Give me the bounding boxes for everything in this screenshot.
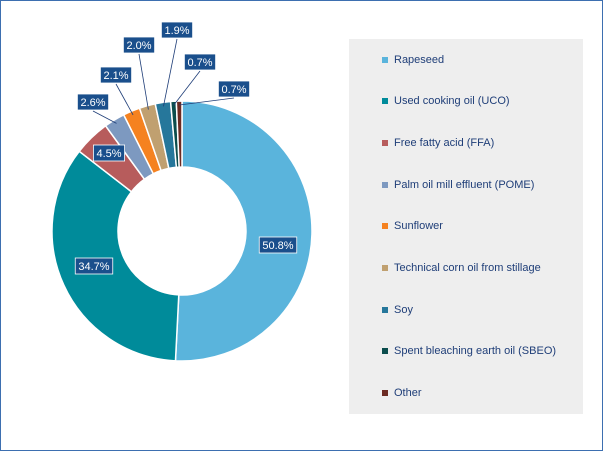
legend-label: Sunflower — [394, 220, 443, 232]
data-label-ffa: 4.5% — [93, 144, 126, 162]
data-label-text: 1.9% — [164, 25, 189, 37]
leader-lines-layer — [92, 38, 235, 124]
legend-item-sunflower[interactable]: Sunflower — [382, 218, 443, 234]
slice-other[interactable] — [175, 100, 183, 168]
legend-item-ffa[interactable]: Free fatty acid (FFA) — [382, 135, 494, 151]
data-label-text: 50.8% — [262, 240, 293, 252]
legend-swatch — [382, 98, 388, 104]
data-label-box — [77, 93, 110, 111]
data-label-text: 0.7% — [187, 57, 212, 69]
data-label-box — [93, 144, 126, 162]
legend-label: Spent bleaching earth oil (SBEO) — [394, 345, 557, 357]
data-label-text: 0.7% — [221, 84, 246, 96]
data-label-box — [100, 66, 133, 84]
data-label-box — [217, 80, 250, 98]
legend-label: Palm oil mill effluent (POME) — [394, 179, 535, 191]
leader-line-sunflower — [115, 83, 134, 116]
data-label-text: 2.6% — [80, 97, 105, 109]
data-label-box — [160, 21, 193, 39]
legend-label: Free fatty acid (FFA) — [394, 137, 495, 149]
legend-label: Rapeseed — [394, 54, 445, 66]
legend-swatch — [382, 307, 388, 313]
legend-item-rapeseed[interactable]: Rapeseed — [382, 52, 444, 68]
leader-line-corn-oil — [138, 53, 149, 110]
data-label-text: 34.7% — [78, 261, 109, 273]
legend-swatch — [382, 390, 388, 396]
leader-line-soy — [163, 38, 178, 107]
data-label-corn-oil: 2.0% — [123, 36, 156, 54]
data-label-sbeo: 0.7% — [183, 53, 216, 71]
legend: Rapeseed Used cooking oil (UCO) Free fat… — [349, 39, 583, 414]
data-label-box — [123, 36, 156, 54]
data-label-soy: 1.9% — [160, 21, 193, 39]
slice-uco[interactable] — [51, 150, 180, 362]
slice-rapeseed[interactable] — [174, 100, 313, 362]
legend-swatch — [382, 57, 388, 63]
legend-item-corn-oil[interactable]: Technical corn oil from stillage — [382, 260, 541, 276]
data-label-uco: 34.7% — [74, 257, 114, 275]
legend-label: Technical corn oil from stillage — [394, 262, 541, 274]
slices-layer — [51, 100, 313, 362]
data-label-text: 4.5% — [96, 148, 121, 160]
data-label-other: 0.7% — [217, 80, 250, 98]
legend-swatch — [382, 265, 388, 271]
legend-label: Other — [394, 387, 422, 399]
data-label-text: 2.0% — [126, 40, 151, 52]
legend-label: Used cooking oil (UCO) — [394, 95, 510, 107]
leader-line-pome — [92, 110, 117, 124]
legend-item-uco[interactable]: Used cooking oil (UCO) — [382, 93, 510, 109]
data-label-pome: 2.6% — [77, 93, 110, 111]
legend-item-pome[interactable]: Palm oil mill effluent (POME) — [382, 177, 534, 193]
leader-line-other — [179, 97, 235, 106]
legend-item-soy[interactable]: Soy — [382, 302, 413, 318]
data-label-box — [74, 257, 114, 275]
legend-swatch — [382, 140, 388, 146]
data-labels-layer: 50.8% 34.7% 4.5% 2.6% 2.1% 2.0% 1.9% 0.7% 0.7% — [74, 21, 298, 275]
data-label-rapeseed: 50.8% — [258, 236, 298, 254]
legend-swatch — [382, 348, 388, 354]
legend-item-other[interactable]: Other — [382, 385, 422, 401]
legend-label: Soy — [394, 304, 413, 316]
legend-swatch — [382, 182, 388, 188]
legend-swatch — [382, 223, 388, 229]
data-label-box — [258, 236, 298, 254]
legend-item-sbeo[interactable]: Spent bleaching earth oil (SBEO) — [382, 343, 556, 359]
leader-line-sbeo — [173, 70, 201, 106]
data-label-box — [183, 53, 216, 71]
data-label-text: 2.1% — [103, 70, 128, 82]
data-label-sunflower: 2.1% — [100, 66, 133, 84]
